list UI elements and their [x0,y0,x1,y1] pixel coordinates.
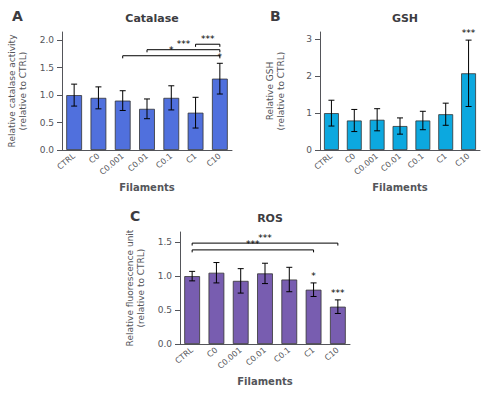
svg-text:(relative to CTRL): (relative to CTRL) [18,52,28,131]
svg-text:C0.01: C0.01 [244,346,268,368]
svg-text:0.0: 0.0 [40,145,55,155]
svg-text:0.5: 0.5 [158,305,172,315]
svg-text:Filaments: Filaments [237,376,293,387]
svg-text:B: B [270,8,281,24]
svg-text:1.5: 1.5 [40,63,54,73]
svg-text:ROS: ROS [257,212,283,225]
svg-text:***: *** [201,34,215,44]
svg-text:C0: C0 [205,346,219,360]
svg-text:C0.001: C0.001 [98,152,126,177]
svg-text:C0.1: C0.1 [154,152,174,171]
svg-text:***: *** [331,288,345,298]
svg-text:C0.001: C0.001 [352,152,380,177]
svg-text:***: *** [462,28,476,38]
svg-text:C0.001: C0.001 [216,346,244,371]
svg-text:1: 1 [306,108,312,118]
svg-text:3: 3 [306,34,312,44]
svg-text:*: * [311,271,316,281]
svg-text:C0.1: C0.1 [406,152,426,171]
svg-text:C: C [130,208,140,224]
svg-text:C0.01: C0.01 [379,152,403,174]
svg-text:Filaments: Filaments [119,182,175,193]
svg-text:1.0: 1.0 [40,90,55,100]
svg-text:C1: C1 [302,346,316,360]
svg-text:Catalase: Catalase [125,12,178,25]
svg-text:Relative fluorescence unit: Relative fluorescence unit [125,229,135,346]
svg-text:Relative catalase activity: Relative catalase activity [7,34,17,148]
svg-text:0.5: 0.5 [40,118,54,128]
svg-text:CTRL: CTRL [313,151,335,171]
svg-text:***: *** [246,239,260,249]
svg-text:C10: C10 [454,152,472,169]
svg-text:1.5: 1.5 [158,237,172,247]
svg-text:***: *** [177,39,191,49]
svg-text:***: *** [258,233,272,243]
svg-text:C10: C10 [323,346,341,363]
svg-text:2.0: 2.0 [40,35,55,45]
svg-text:C10: C10 [205,152,223,169]
svg-text:(relative to CTRL): (relative to CTRL) [276,52,286,131]
svg-text:0.0: 0.0 [158,339,173,349]
svg-text:*: * [169,45,174,55]
svg-text:C1: C1 [184,152,198,166]
svg-text:A: A [12,8,23,24]
svg-text:(relative to CTRL): (relative to CTRL) [136,249,146,328]
svg-text:CTRL: CTRL [174,345,196,365]
svg-text:C0: C0 [87,152,101,166]
svg-text:CTRL: CTRL [56,151,78,171]
svg-text:2: 2 [306,71,312,81]
svg-text:0: 0 [306,145,312,155]
svg-text:C0.01: C0.01 [126,152,150,174]
svg-text:C0.1: C0.1 [272,346,292,365]
svg-text:1.0: 1.0 [158,271,173,281]
svg-text:*: * [218,52,223,62]
svg-text:C0: C0 [343,152,357,166]
svg-text:Relative GSH: Relative GSH [265,62,275,121]
svg-text:GSH: GSH [392,12,418,25]
svg-text:Filaments: Filaments [372,182,428,193]
svg-text:C1: C1 [435,152,449,166]
